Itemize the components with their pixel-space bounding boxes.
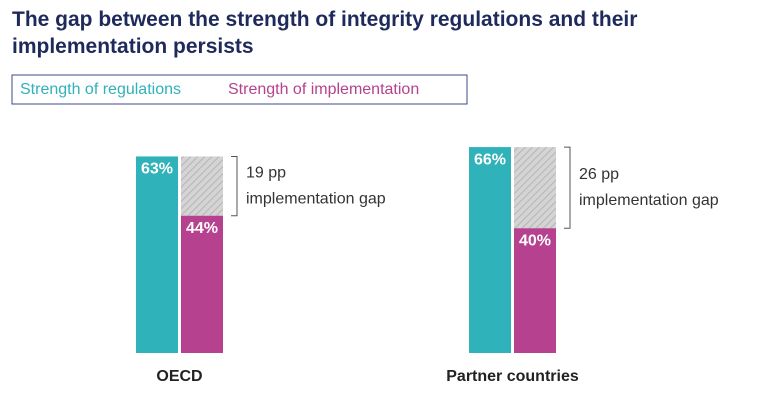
gap-bracket: [231, 155, 238, 217]
gap-area: [514, 147, 556, 229]
value-label: 40%: [519, 232, 551, 249]
gap-label: 26 pp: [579, 166, 619, 183]
value-label: 63%: [141, 161, 173, 178]
gap-area: [181, 156, 223, 216]
bar: [136, 156, 178, 353]
bar: [469, 147, 511, 353]
category-label: OECD: [156, 368, 202, 385]
gap-note: implementation gap: [246, 190, 386, 207]
category-label: Partner countries: [446, 368, 579, 385]
legend-entry: Strength of implementation: [228, 81, 419, 98]
value-label: 66%: [474, 151, 506, 168]
legend-entry: Strength of regulations: [20, 81, 181, 98]
gap-label: 19 pp: [246, 164, 286, 181]
legend-box: [11, 74, 468, 105]
chart-title: The gap between the strength of integrit…: [12, 8, 638, 58]
gap-bracket: [564, 146, 571, 229]
gap-note: implementation gap: [579, 192, 719, 209]
bar: [181, 215, 223, 353]
bar: [514, 228, 556, 353]
value-label: 44%: [186, 220, 218, 237]
